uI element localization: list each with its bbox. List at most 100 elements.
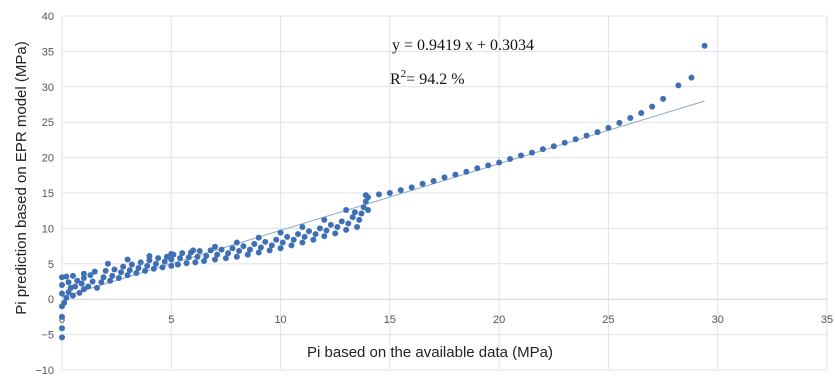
data-point	[69, 292, 76, 299]
data-point	[290, 236, 297, 243]
data-point	[133, 270, 140, 277]
data-point	[194, 253, 201, 260]
y-tick-labels: −10 −5 0 5 10 15 20 25 30 35 40	[35, 11, 54, 377]
data-point	[528, 149, 535, 156]
data-point	[262, 238, 269, 245]
data-point	[496, 159, 503, 166]
x-tick-labels: 0 5 10 15 20 25 30 35	[59, 314, 833, 326]
data-point	[80, 274, 87, 281]
data-point	[214, 251, 221, 258]
y-tick-label: 0	[48, 294, 54, 306]
data-point	[334, 223, 341, 230]
x-tick-label: 35	[821, 314, 833, 326]
data-point	[59, 325, 65, 332]
data-point	[616, 119, 623, 126]
data-point	[111, 266, 118, 273]
y-tick-label: 5	[48, 259, 54, 271]
data-point	[63, 273, 70, 280]
x-tick-label: 5	[168, 314, 174, 326]
data-point	[358, 210, 365, 217]
data-point	[65, 279, 72, 286]
data-point	[288, 242, 295, 249]
data-point	[327, 221, 334, 228]
x-tick-label: 30	[712, 314, 724, 326]
data-point	[397, 187, 404, 194]
data-point	[627, 114, 634, 121]
data-point	[299, 239, 306, 246]
data-point	[583, 132, 590, 139]
data-point	[93, 284, 100, 291]
data-point	[69, 272, 76, 279]
data-point	[277, 245, 284, 252]
r-squared-prefix: R	[390, 71, 401, 88]
data-point	[343, 206, 350, 213]
data-point	[59, 334, 65, 341]
data-point	[100, 274, 107, 281]
data-point	[201, 257, 208, 264]
data-point	[76, 289, 83, 296]
data-point	[507, 156, 514, 163]
data-point	[305, 228, 312, 235]
data-point	[118, 269, 125, 276]
data-point	[277, 229, 284, 236]
data-point	[251, 240, 258, 247]
data-point	[137, 259, 144, 266]
data-point	[135, 265, 142, 272]
data-point	[452, 171, 459, 178]
data-point	[312, 231, 319, 238]
r-squared-superscript: 2	[401, 68, 407, 80]
data-point	[80, 270, 87, 277]
data-point	[561, 139, 568, 146]
data-point	[120, 263, 127, 270]
data-point	[332, 230, 339, 237]
data-point	[246, 246, 253, 253]
data-point	[104, 260, 111, 267]
data-point	[225, 250, 232, 257]
data-point	[152, 260, 159, 267]
data-point	[183, 260, 190, 267]
y-tick-label: 30	[42, 82, 54, 94]
data-point	[89, 278, 96, 285]
data-point	[485, 162, 492, 169]
data-point	[688, 74, 695, 81]
data-point	[345, 220, 352, 227]
data-point	[144, 262, 151, 269]
data-point	[78, 280, 85, 287]
data-point	[463, 168, 470, 175]
data-point	[338, 218, 345, 225]
data-point	[98, 279, 105, 286]
data-point	[203, 253, 210, 260]
data-point	[102, 267, 109, 274]
data-point	[354, 223, 361, 230]
data-point	[386, 190, 393, 196]
data-point	[301, 233, 308, 240]
data-point	[192, 259, 199, 266]
data-point	[85, 283, 92, 290]
data-point	[109, 272, 116, 279]
data-point	[59, 282, 65, 289]
data-point	[161, 258, 168, 265]
data-point	[128, 261, 135, 268]
y-axis-title: Pi prediction based on EPR model (MPa)	[13, 41, 30, 314]
data-point	[233, 239, 240, 246]
data-point	[233, 253, 240, 260]
data-point	[168, 250, 175, 257]
x-tick-label: 25	[602, 314, 614, 326]
data-point	[419, 180, 426, 187]
data-point	[196, 248, 203, 255]
data-point	[240, 243, 247, 250]
data-point	[163, 253, 170, 260]
data-point	[284, 233, 291, 240]
data-point	[229, 245, 236, 252]
data-point	[168, 262, 175, 269]
data-point	[441, 174, 448, 181]
data-point	[273, 236, 280, 243]
data-point	[430, 177, 437, 184]
data-point	[638, 109, 645, 116]
data-point	[207, 247, 214, 254]
data-point	[91, 268, 98, 275]
data-point	[675, 82, 682, 89]
y-tick-label: 40	[42, 11, 54, 23]
data-point	[268, 242, 275, 249]
data-point	[61, 299, 68, 306]
